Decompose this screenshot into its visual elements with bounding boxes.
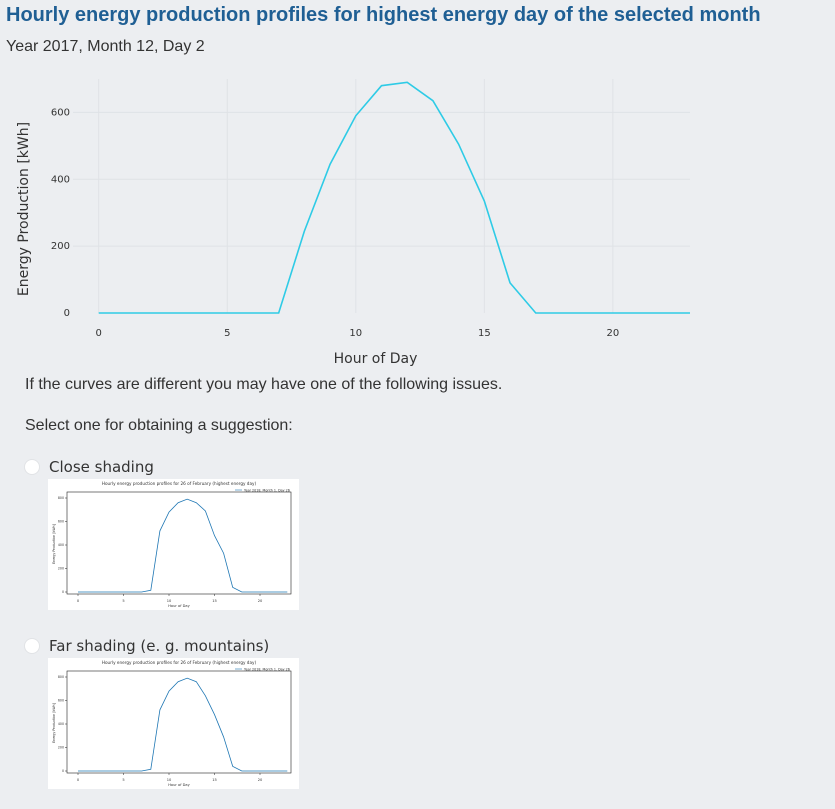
x-tick-label: 5 bbox=[224, 328, 230, 339]
thumbnail-x-tick-label: 10 bbox=[167, 599, 172, 603]
thumbnail-production-line bbox=[78, 677, 288, 772]
far-shading-radio[interactable] bbox=[24, 638, 40, 654]
thumbnail-x-axis-title: Hour of Day bbox=[168, 783, 190, 787]
y-tick-label: 0 bbox=[64, 308, 70, 319]
page-subtitle: Year 2017, Month 12, Day 2 bbox=[6, 38, 205, 55]
x-tick-label: 20 bbox=[607, 328, 620, 339]
page-title: Hourly energy production profiles for hi… bbox=[6, 4, 761, 26]
thumbnail-y-tick-label: 0 bbox=[62, 590, 64, 594]
thumbnail-y-axis-title: Energy Production [kWh] bbox=[52, 524, 56, 564]
thumbnail-legend-text: Year 2018, Month 1, Day 26 bbox=[244, 668, 290, 672]
thumbnail-frame bbox=[66, 670, 292, 774]
thumbnail-x-tick-label: 0 bbox=[77, 778, 80, 782]
production-line bbox=[98, 81, 690, 314]
x-axis-title: Hour of Day bbox=[334, 351, 418, 367]
option-close-shading[interactable]: Close shading bbox=[24, 458, 154, 476]
thumbnail-x-tick-label: 10 bbox=[167, 778, 172, 782]
far-shading-label: Far shading (e. g. mountains) bbox=[49, 637, 270, 655]
thumbnail-x-tick-label: 15 bbox=[212, 778, 217, 782]
x-tick-label: 10 bbox=[349, 328, 362, 339]
thumbnail-y-tick-label: 400 bbox=[58, 543, 64, 547]
thumbnail-y-tick-label: 0 bbox=[62, 769, 64, 773]
thumbnail-x-tick-label: 20 bbox=[258, 599, 263, 603]
issues-info-text: If the curves are different you may have… bbox=[25, 376, 503, 393]
thumbnail-y-tick-label: 200 bbox=[58, 746, 64, 750]
close-shading-thumbnail-chart: Hourly energy production profiles for 26… bbox=[48, 479, 299, 610]
thumbnail-x-tick-label: 5 bbox=[122, 599, 124, 603]
thumbnail-x-axis-title: Hour of Day bbox=[168, 604, 190, 608]
y-tick-label: 600 bbox=[51, 107, 70, 118]
thumbnail-title: Hourly energy production profiles for 26… bbox=[102, 660, 257, 665]
far-shading-thumbnail-chart: Hourly energy production profiles for 26… bbox=[48, 658, 299, 789]
thumbnail-legend-text: Year 2018, Month 1, Day 26 bbox=[244, 489, 290, 493]
thumbnail-x-tick-label: 5 bbox=[122, 778, 124, 782]
thumbnail-x-tick-label: 20 bbox=[258, 778, 263, 782]
close-shading-label: Close shading bbox=[49, 458, 154, 476]
thumbnail-y-tick-label: 600 bbox=[58, 699, 64, 703]
thumbnail-y-tick-label: 200 bbox=[58, 567, 64, 571]
thumbnail-y-tick-label: 600 bbox=[58, 520, 64, 524]
thumbnail-y-axis-title: Energy Production [kWh] bbox=[52, 703, 56, 743]
x-tick-label: 15 bbox=[478, 328, 491, 339]
close-shading-radio[interactable] bbox=[24, 459, 40, 475]
x-tick-label: 0 bbox=[96, 328, 102, 339]
option-far-shading[interactable]: Far shading (e. g. mountains) bbox=[24, 637, 269, 655]
thumbnail-title: Hourly energy production profiles for 26… bbox=[102, 481, 257, 486]
y-tick-label: 400 bbox=[51, 174, 70, 185]
issues-prompt-text: Select one for obtaining a suggestion: bbox=[25, 417, 293, 434]
thumbnail-x-tick-label: 15 bbox=[212, 599, 217, 603]
y-tick-label: 200 bbox=[51, 241, 70, 252]
thumbnail-x-tick-label: 0 bbox=[77, 599, 80, 603]
thumbnail-y-tick-label: 800 bbox=[58, 496, 64, 500]
thumbnail-production-line bbox=[78, 498, 288, 593]
thumbnail-y-tick-label: 400 bbox=[58, 722, 64, 726]
y-axis-title: Energy Production [kWh] bbox=[16, 122, 32, 296]
thumbnail-y-tick-label: 800 bbox=[58, 675, 64, 679]
thumbnail-frame bbox=[66, 491, 292, 595]
